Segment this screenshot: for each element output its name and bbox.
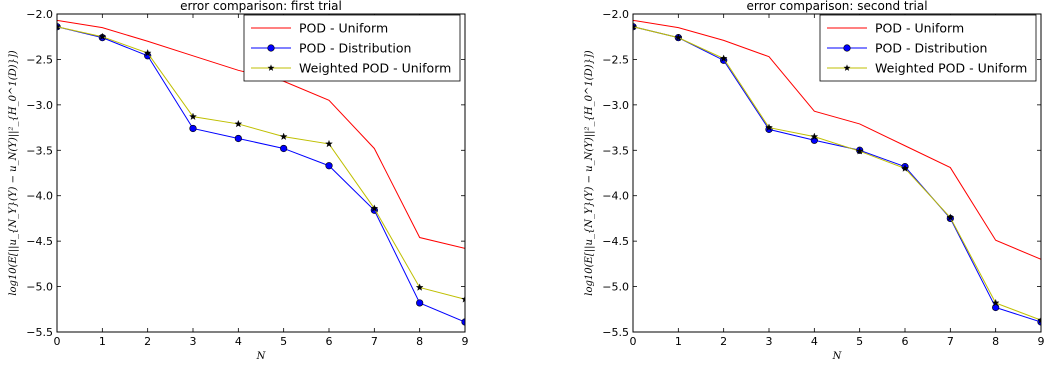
x-tick-label: 1 — [675, 335, 682, 348]
data-point — [461, 295, 465, 303]
data-point — [415, 283, 424, 291]
chart-panel-2: error comparison: second trial 0 1 2 3 4 5 6 7 8 9… — [584, 0, 1045, 362]
series-line — [633, 26, 1041, 321]
y-tick-label: −5.5 — [26, 326, 53, 339]
x-tick-label: 9 — [462, 335, 469, 348]
chart-title: error comparison: first trial — [180, 0, 342, 13]
legend: POD - Uniform POD - Distribution Weighted … — [819, 14, 1037, 82]
x-tick-label: 9 — [1038, 335, 1045, 348]
data-point — [98, 32, 107, 40]
y-tick-label: −3.0 — [602, 99, 629, 112]
x-tick-label: 2 — [144, 335, 151, 348]
y-tick-label: −4.0 — [602, 190, 629, 203]
legend-swatch-marker — [843, 64, 851, 71]
chart-panel-1: error comparison: first trial 0 1 2 3 4 5 6 7 8 9 −… — [8, 0, 469, 362]
data-point — [57, 22, 61, 30]
data-point — [234, 134, 242, 143]
data-point — [901, 164, 909, 172]
x-tick-label: 4 — [235, 335, 242, 348]
x-tick-label: 1 — [99, 335, 106, 348]
y-tick-label: −2.0 — [26, 8, 53, 21]
legend-swatch-marker — [267, 64, 275, 71]
y-tick-label: −5.0 — [602, 281, 629, 294]
x-tick-label: 8 — [416, 335, 423, 348]
legend-entry: Weighted POD - Uniform — [875, 61, 1027, 76]
legend-entry: Weighted POD - Uniform — [299, 61, 451, 76]
y-tick-label: −3.5 — [602, 144, 629, 157]
y-tick-label: −4.5 — [602, 235, 629, 248]
x-tick-label: 2 — [720, 335, 727, 348]
y-tick-label: −5.5 — [602, 326, 629, 339]
series-3 — [633, 22, 1041, 324]
data-point — [946, 213, 955, 221]
x-tick-label: 0 — [630, 335, 637, 348]
plot-frame — [56, 13, 466, 333]
x-tick-label: 5 — [856, 335, 863, 348]
legend-swatch-marker — [843, 44, 851, 52]
data-point — [992, 303, 1000, 312]
data-point — [719, 54, 728, 62]
y-axis-label: log10(E[||u_{N_Y}(Y) − u_N(Y)||²_{H_0^1(… — [8, 50, 19, 295]
data-point — [234, 119, 243, 128]
chart-title: error comparison: second trial — [746, 0, 927, 13]
x-tick-label: 8 — [992, 335, 999, 348]
series-1 — [633, 19, 1041, 260]
data-point — [189, 112, 197, 120]
x-tick-label: 5 — [280, 335, 287, 348]
x-axis-label: N — [256, 351, 267, 362]
data-point — [325, 139, 333, 148]
data-point — [633, 22, 637, 30]
y-tick-label: −4.5 — [26, 235, 53, 248]
data-point — [279, 132, 288, 140]
x-tick-label: 3 — [766, 335, 773, 348]
y-tick-label: −3.0 — [26, 99, 53, 112]
x-tick-label: 6 — [326, 335, 333, 348]
data-point — [674, 33, 683, 41]
y-tick-label: −5.0 — [26, 281, 53, 294]
x-tick-label: 7 — [947, 335, 954, 348]
data-point — [1037, 316, 1041, 324]
y-tick-label: −2.5 — [602, 53, 629, 66]
y-axis-label: log10(E[||u_{N_Y}(Y) − u_N(Y)||²_{H_0^1(… — [584, 50, 595, 295]
series-line — [57, 26, 465, 300]
data-point — [991, 298, 1000, 307]
data-point — [855, 147, 864, 155]
x-tick-label: 0 — [54, 335, 61, 348]
data-point — [189, 124, 197, 133]
y-tick-label: −2.5 — [26, 53, 53, 66]
legend: POD - Uniform POD - Distribution Weighted … — [243, 14, 461, 82]
data-point — [810, 132, 819, 140]
legend-entry: POD - Uniform — [875, 21, 964, 36]
x-tick-label: 3 — [190, 335, 197, 348]
series-3 — [57, 22, 465, 303]
y-tick-label: −4.0 — [26, 190, 53, 203]
series-line — [57, 26, 465, 323]
legend-entry: POD - Distribution — [875, 41, 987, 56]
data-point — [280, 144, 288, 153]
x-tick-label: 4 — [811, 335, 818, 348]
series-2 — [633, 23, 1041, 326]
data-point — [325, 162, 333, 170]
legend-swatch-marker — [267, 44, 275, 52]
x-tick-label: 7 — [371, 335, 378, 348]
data-point — [765, 123, 773, 131]
data-point — [461, 318, 465, 326]
plot-frame — [632, 13, 1042, 333]
data-point — [416, 299, 424, 307]
data-point — [143, 49, 152, 57]
x-axis-label: N — [832, 351, 843, 362]
legend-entry: POD - Distribution — [299, 41, 411, 56]
y-tick-label: −3.5 — [26, 144, 53, 157]
data-point — [370, 204, 379, 212]
x-tick-label: 6 — [902, 335, 909, 348]
legend-entry: POD - Uniform — [299, 21, 388, 36]
series-line — [633, 26, 1041, 323]
y-tick-label: −2.0 — [602, 8, 629, 21]
series-line — [633, 19, 1041, 260]
